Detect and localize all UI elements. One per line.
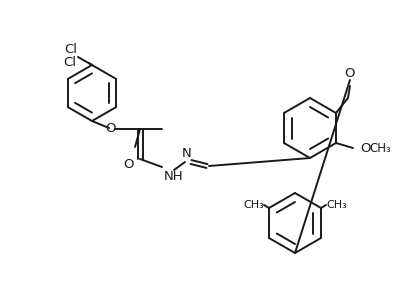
Text: Cl: Cl xyxy=(64,43,77,56)
Text: O: O xyxy=(360,142,370,155)
Text: CH₃: CH₃ xyxy=(243,200,264,210)
Text: CH₃: CH₃ xyxy=(326,200,347,210)
Text: Cl: Cl xyxy=(63,57,76,70)
Text: N: N xyxy=(182,147,192,160)
Text: CH₃: CH₃ xyxy=(369,142,391,155)
Text: NH: NH xyxy=(164,170,184,183)
Text: O: O xyxy=(105,123,115,136)
Text: O: O xyxy=(123,158,133,170)
Text: O: O xyxy=(345,67,355,80)
